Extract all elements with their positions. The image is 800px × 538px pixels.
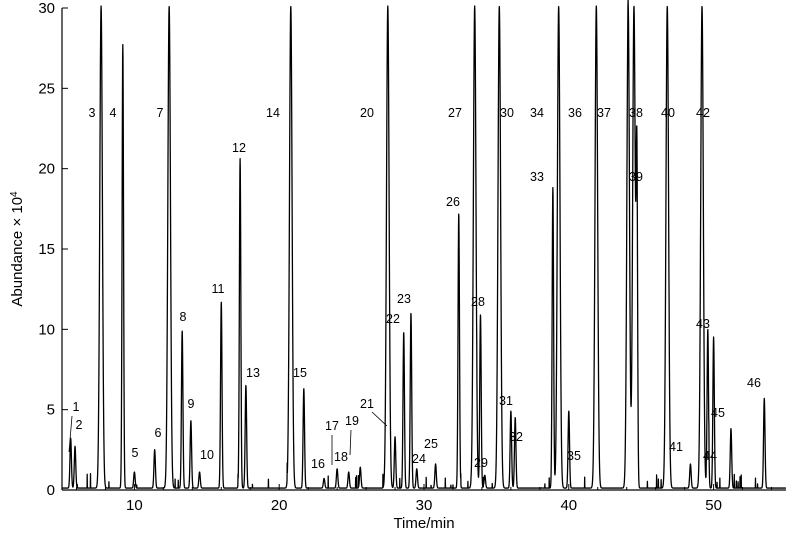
peak-label-46: 46 bbox=[747, 376, 761, 390]
peak-label-9: 9 bbox=[188, 397, 195, 411]
x-tick-label-50: 50 bbox=[705, 497, 722, 514]
peak-label-21: 21 bbox=[360, 397, 374, 411]
peak-label-44: 44 bbox=[703, 449, 717, 463]
x-tick-label-20: 20 bbox=[271, 497, 288, 514]
peak-label-34: 34 bbox=[530, 106, 544, 120]
y-tick-label-15: 15 bbox=[38, 241, 55, 258]
peak-label-29: 29 bbox=[474, 456, 488, 470]
peak-label-16: 16 bbox=[311, 457, 325, 471]
peak-label-4: 4 bbox=[110, 106, 117, 120]
x-tick-label-30: 30 bbox=[416, 497, 433, 514]
x-axis-title: Time/min bbox=[393, 515, 454, 532]
y-tick-label-5: 5 bbox=[47, 402, 55, 419]
peak-labels: 123 4567891011121314151617181920212223242… bbox=[68, 106, 761, 471]
peak-label-38: 38 bbox=[629, 106, 643, 120]
peak-label-36: 36 bbox=[568, 106, 582, 120]
peak-label-18: 18 bbox=[334, 450, 348, 464]
peak-label-39: 39 bbox=[629, 170, 643, 184]
peak-label-43: 43 bbox=[696, 317, 710, 331]
peak-label-30: 30 bbox=[500, 106, 514, 120]
peak-label-31: 31 bbox=[499, 394, 513, 408]
leader-line-19 bbox=[349, 429, 352, 456]
peak-label-37: 37 bbox=[597, 106, 611, 120]
leader-line-21 bbox=[371, 411, 388, 427]
peak-label-15: 15 bbox=[293, 366, 307, 380]
peak-label-40: 40 bbox=[661, 106, 675, 120]
peak-label-5: 5 bbox=[132, 446, 139, 460]
peak-label-42: 42 bbox=[696, 106, 710, 120]
y-tick-label-30: 30 bbox=[38, 0, 55, 17]
peak-label-17: 17 bbox=[325, 419, 339, 433]
peak-label-12: 12 bbox=[232, 141, 246, 155]
y-axis-title-text: Abundance × 10 bbox=[9, 197, 26, 307]
peak-label-1: 1 bbox=[73, 400, 80, 414]
peak-label-41: 41 bbox=[669, 440, 683, 454]
peak-label-24: 24 bbox=[412, 452, 426, 466]
peak-label-23: 23 bbox=[397, 292, 411, 306]
peak-label-35: 35 bbox=[567, 449, 581, 463]
peak-label-19: 19 bbox=[345, 414, 359, 428]
y-tick-label-10: 10 bbox=[38, 321, 55, 338]
chromatogram-trace bbox=[61, 0, 787, 489]
peak-label-8: 8 bbox=[180, 310, 187, 324]
x-tick-label-40: 40 bbox=[560, 497, 577, 514]
peak-label-33: 33 bbox=[530, 170, 544, 184]
y-tick-label-0: 0 bbox=[47, 482, 55, 499]
peak-label-13: 13 bbox=[246, 366, 260, 380]
peak-label-28: 28 bbox=[471, 295, 485, 309]
peak-label-11: 11 bbox=[212, 282, 225, 296]
x-tick-label-10: 10 bbox=[126, 497, 143, 514]
peak-label-14: 14 bbox=[266, 106, 280, 120]
peak-label-7: 7 bbox=[157, 106, 164, 120]
peak-label-32: 32 bbox=[509, 430, 523, 444]
peak-label-10: 10 bbox=[200, 448, 214, 462]
peak-label-26: 26 bbox=[446, 195, 460, 209]
peak-label-20: 20 bbox=[360, 106, 374, 120]
peak-label-27: 27 bbox=[448, 106, 462, 120]
y-axis-title-exponent: 4 bbox=[9, 191, 20, 197]
peak-label-6: 6 bbox=[155, 426, 162, 440]
peak-label-3: 3 bbox=[89, 106, 96, 120]
y-axis-title: Abundance × 104 bbox=[9, 191, 27, 307]
peak-label-2: 2 bbox=[76, 418, 83, 432]
leader-line-1 bbox=[68, 415, 73, 453]
chromatogram-line bbox=[61, 0, 787, 489]
peak-label-25: 25 bbox=[424, 437, 438, 451]
peak-label-45: 45 bbox=[711, 406, 725, 420]
peak-label-22: 22 bbox=[386, 312, 400, 326]
y-tick-label-20: 20 bbox=[38, 161, 55, 178]
y-tick-label-25: 25 bbox=[38, 80, 55, 97]
